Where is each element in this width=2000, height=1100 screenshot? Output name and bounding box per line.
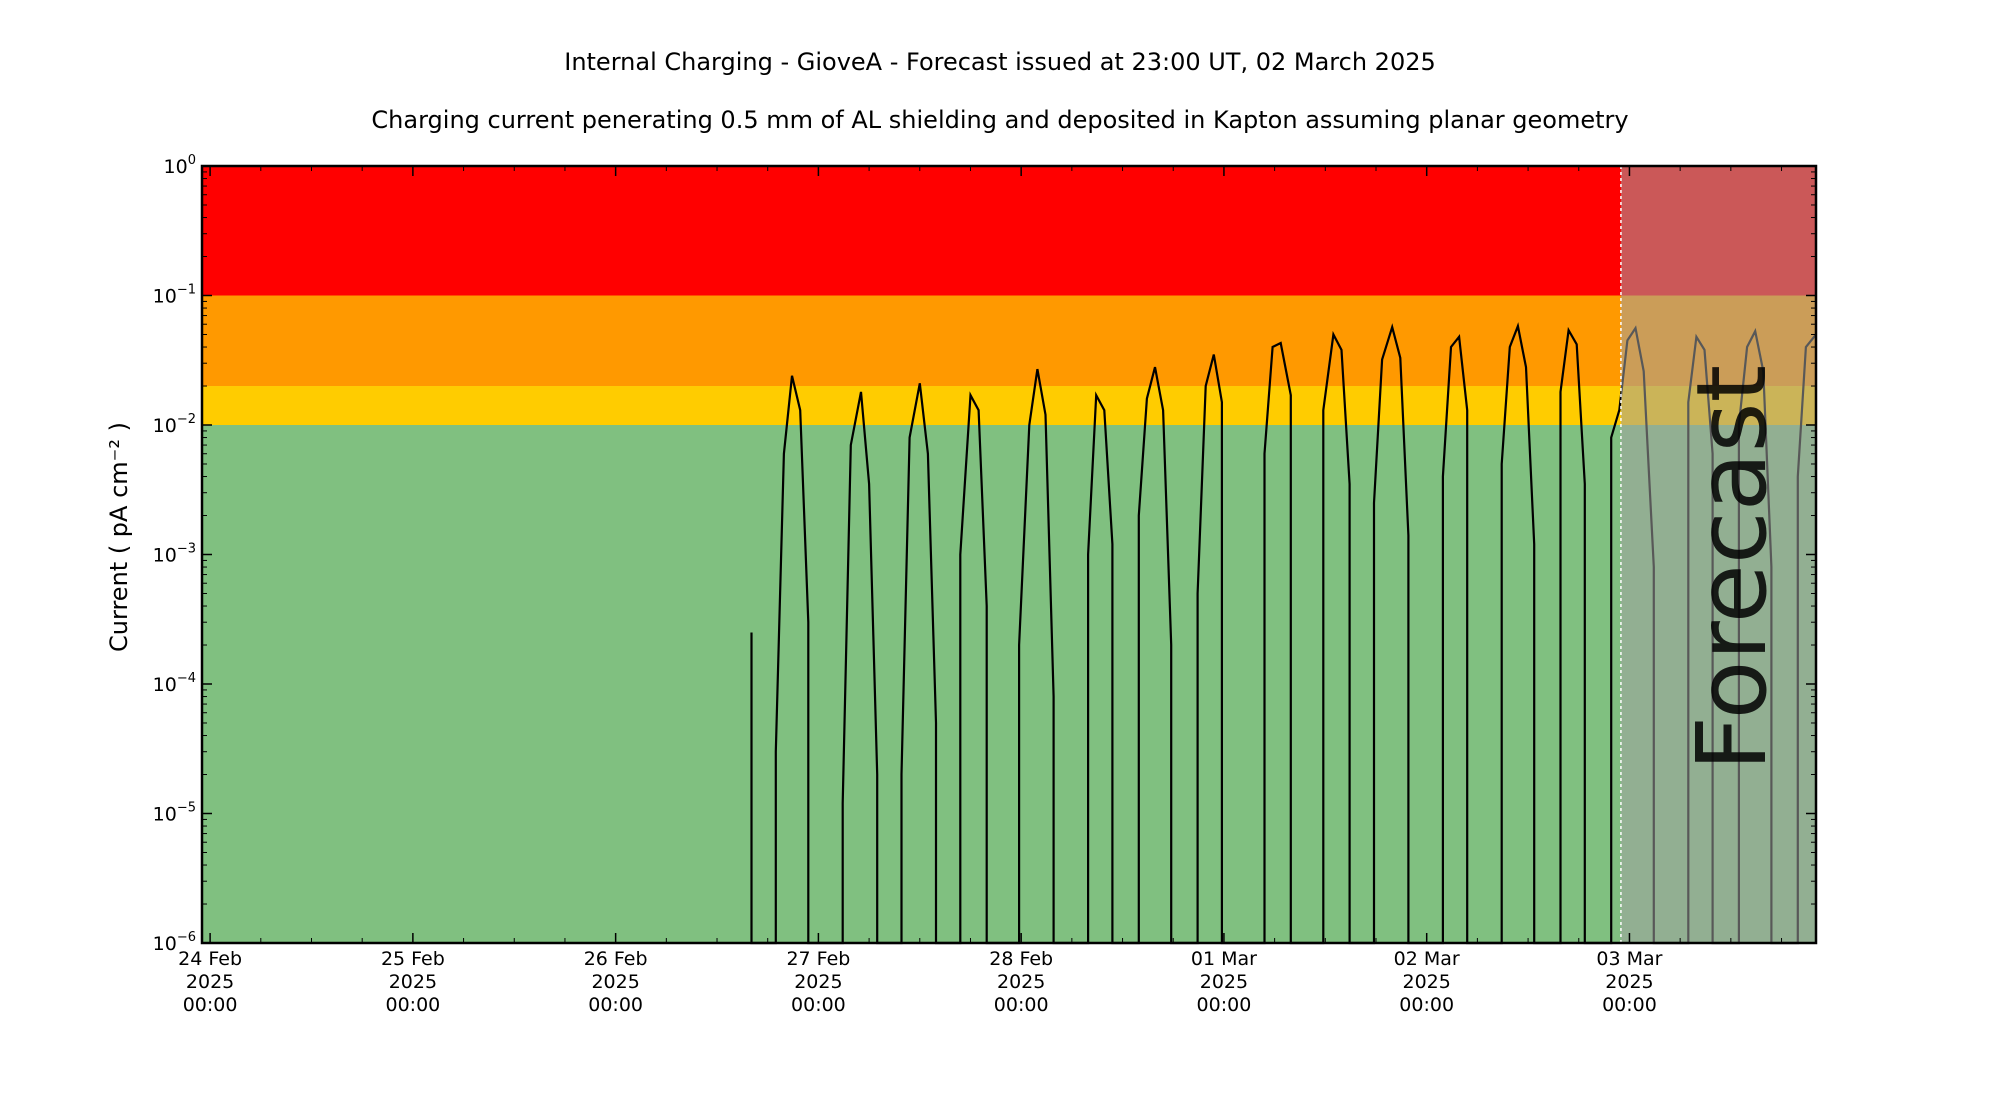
threshold-band <box>202 386 1816 425</box>
x-tick-label: 00:00 <box>791 994 846 1016</box>
y-tick-label: 10−6 <box>153 930 196 955</box>
x-tick-label: 00:00 <box>1602 994 1657 1016</box>
x-tick-label: 00:00 <box>385 994 440 1016</box>
threshold-bands <box>202 166 1816 943</box>
x-tick-label: 25 Feb <box>381 948 445 970</box>
x-tick-label: 2025 <box>186 971 234 993</box>
threshold-band <box>202 425 1816 943</box>
y-tick-label: 10−3 <box>153 542 196 567</box>
x-tick-label: 2025 <box>591 971 639 993</box>
threshold-band <box>202 295 1816 387</box>
x-tick-label: 26 Feb <box>584 948 648 970</box>
x-tick-label: 2025 <box>389 971 437 993</box>
y-tick-label: 10−4 <box>153 671 196 696</box>
forecast-overlay <box>1620 166 1816 943</box>
y-tick-label: 10−2 <box>153 412 196 437</box>
x-tick-label: 00:00 <box>994 994 1049 1016</box>
x-tick-label: 2025 <box>997 971 1045 993</box>
x-tick-label: 2025 <box>1403 971 1451 993</box>
x-tick-label: 2025 <box>1200 971 1248 993</box>
x-tick-label: 00:00 <box>1399 994 1454 1016</box>
x-tick-label: 24 Feb <box>178 948 242 970</box>
x-tick-label: 01 Mar <box>1191 948 1257 970</box>
x-tick-label: 2025 <box>794 971 842 993</box>
forecast-label: Forecast <box>1676 365 1788 771</box>
x-tick-label: 00:00 <box>183 994 238 1016</box>
x-tick-label: 03 Mar <box>1596 948 1662 970</box>
y-tick-label: 10−1 <box>153 283 196 308</box>
y-axis-label: Current ( pA cm⁻² ) <box>105 422 133 652</box>
x-tick-label: 00:00 <box>1197 994 1252 1016</box>
threshold-band <box>202 166 1816 296</box>
chart-subtitle: Charging current penerating 0.5 mm of AL… <box>371 106 1629 134</box>
chart-title: Internal Charging - GioveA - Forecast is… <box>564 48 1436 76</box>
x-tick-label: 2025 <box>1605 971 1653 993</box>
forecast-region: Forecast <box>1620 166 1816 943</box>
x-tick-label: 28 Feb <box>989 948 1053 970</box>
y-tick-label: 100 <box>164 153 196 178</box>
y-tick-label: 10−5 <box>153 801 196 826</box>
x-tick-label: 00:00 <box>588 994 643 1016</box>
x-tick-label: 02 Mar <box>1394 948 1460 970</box>
x-tick-label: 27 Feb <box>786 948 850 970</box>
